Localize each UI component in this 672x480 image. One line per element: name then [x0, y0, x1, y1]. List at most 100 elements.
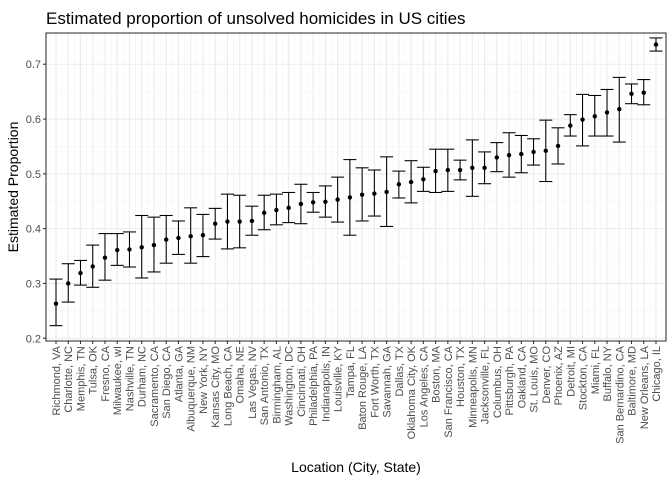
x-tick-label: Stockton, CA [578, 345, 590, 410]
x-tick-label: San Francisco, CA [443, 345, 455, 437]
x-tick-label: Birmingham, AL [271, 346, 283, 424]
x-tick-label: New York, NY [198, 345, 210, 414]
x-tick-label: Fort Worth, TX [369, 345, 381, 417]
x-tick-label: Denver, CO [541, 346, 553, 404]
data-point [457, 167, 463, 173]
data-point [433, 168, 438, 174]
data-point [347, 195, 353, 200]
x-tick-label: Richmond, VA [51, 345, 63, 415]
data-point [298, 201, 304, 207]
data-point [372, 191, 377, 196]
y-tick-label: 0.6 [26, 114, 41, 126]
data-point [445, 167, 451, 173]
data-point [555, 143, 561, 149]
x-tick-label: Tampa, FL [345, 346, 357, 398]
data-point [188, 234, 193, 239]
data-point [90, 264, 95, 269]
x-tick-label: Detroit, MI [565, 346, 577, 397]
y-tick-label: 0.7 [26, 59, 41, 71]
x-tick-label: Oklahoma City, OK [406, 345, 418, 439]
data-point [641, 90, 646, 95]
data-point [176, 235, 181, 241]
x-tick-label: San Diego, CA [161, 345, 173, 418]
panel-border [45, 32, 667, 342]
x-tick-label: Memphis, TN [75, 346, 87, 411]
x-tick-label: New Orleans, LA [639, 345, 651, 429]
x-tick-label: Long Beach, CA [222, 345, 234, 426]
data-point [127, 247, 132, 252]
x-tick-label: San Bernardino, CA [614, 345, 626, 443]
data-point [384, 189, 389, 195]
data-point [115, 247, 120, 253]
x-axis-title: Location (City, State) [291, 459, 421, 475]
x-tick-label: Las Vegas, NV [247, 345, 259, 418]
x-tick-label: Baton Rouge, LA [357, 345, 369, 429]
y-tick-label: 0.4 [26, 224, 41, 236]
x-tick-label: St. Louis, MO [529, 346, 541, 413]
x-tick-label: Dallas, TX [394, 345, 406, 396]
data-point [408, 179, 414, 185]
data-point [482, 165, 487, 171]
x-tick-label: Miami, FL [590, 346, 602, 394]
data-point [396, 182, 402, 187]
data-point [494, 155, 500, 160]
data-point [225, 219, 230, 224]
x-tick-label: Houston, TX [455, 345, 467, 407]
data-point [139, 245, 144, 250]
x-tick-label: Omaha, NE [235, 346, 247, 403]
data-point [323, 199, 328, 204]
data-point [543, 148, 548, 154]
x-axis: Richmond, VA Charlotte, NC Memphis, TN Tuls… [51, 341, 663, 444]
x-tick-label: Columbus, OH [492, 346, 504, 418]
x-tick-label: Atlanta, GA [173, 345, 185, 402]
x-tick-label: Boston, MA [431, 345, 443, 403]
data-point [212, 221, 218, 226]
x-tick-label: Louisville, KY [333, 345, 345, 412]
data-point [310, 200, 316, 205]
data-point [421, 177, 426, 182]
data-point [151, 242, 157, 248]
data-point [102, 255, 108, 260]
data-point [261, 210, 267, 215]
x-tick-label: Charlotte, NC [63, 346, 75, 413]
data-point [274, 207, 279, 213]
data-point [470, 165, 475, 171]
data-point [604, 110, 610, 115]
data-point [580, 117, 585, 122]
y-axis: 0.2 0.3 0.4 0.5 0.6 0.7 [26, 59, 46, 345]
x-tick-label: Baltimore, MD [627, 346, 639, 416]
x-tick-label: Tulsa, OK [88, 345, 100, 394]
x-tick-label: Pittsburgh, PA [504, 345, 516, 415]
x-tick-label: Indianapolis, IN [320, 346, 332, 422]
x-tick-label: San Antonio, TX [259, 345, 271, 425]
x-tick-label: Washington, DC [284, 346, 296, 426]
x-tick-label: Kansas City, MO [210, 346, 222, 428]
chart-title: Estimated proportion of unsolved homicid… [46, 9, 466, 28]
data-point [531, 149, 536, 155]
y-tick-label: 0.5 [26, 169, 41, 181]
x-tick-label: Buffalo, NY [602, 345, 614, 401]
x-tick-label: Cincinnati, OH [296, 346, 308, 417]
x-tick-label: Savannah, GA [382, 345, 394, 417]
data-point [53, 301, 59, 306]
data-point [249, 218, 255, 224]
x-tick-label: Sacramento, CA [149, 345, 161, 426]
x-tick-label: Jacksonville, FL [480, 346, 492, 424]
x-tick-label: Phoenix, AZ [553, 346, 565, 406]
data-point [359, 192, 365, 197]
y-tick-label: 0.3 [26, 278, 41, 290]
y-tick-label: 0.2 [26, 333, 41, 345]
data-point [164, 237, 169, 242]
data-point [506, 153, 512, 158]
data-point [237, 219, 242, 224]
data-point [78, 270, 83, 276]
data-point [568, 123, 573, 128]
data-point [519, 151, 524, 157]
data-point [592, 114, 597, 119]
x-tick-label: Durham, NC [137, 346, 149, 407]
x-tick-label: Chicago, IL [651, 346, 663, 402]
x-tick-label: Minneapolis, MN [467, 346, 479, 428]
y-axis-title: Estimated Proportion [5, 122, 21, 253]
